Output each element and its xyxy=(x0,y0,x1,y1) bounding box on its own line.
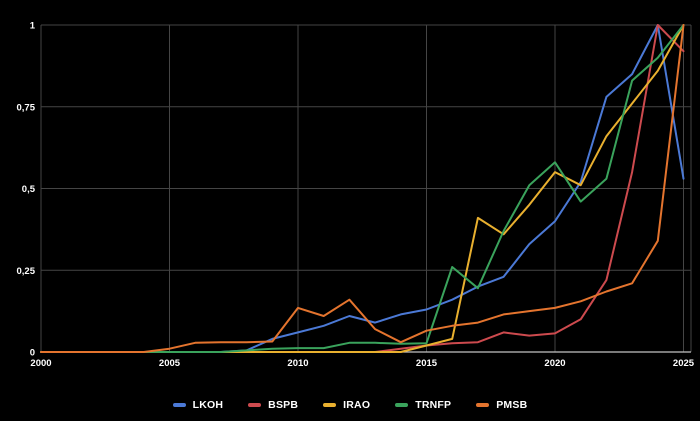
gridlines xyxy=(40,24,692,352)
legend-item-TRNFP[interactable]: TRNFP xyxy=(395,399,451,411)
legend-label: TRNFP xyxy=(415,399,452,411)
y-tick-label: 1 xyxy=(30,21,36,32)
x-tick-label: 2025 xyxy=(673,358,695,369)
legend-label: LKOH xyxy=(192,399,224,411)
legend-item-IRAO[interactable]: IRAO xyxy=(323,399,370,411)
legend-label: PMSB xyxy=(496,399,528,411)
y-tick-label: 0,75 xyxy=(17,102,36,113)
series-line-PMSB xyxy=(40,24,685,353)
x-tick-label: 2010 xyxy=(287,358,308,369)
legend-item-BSPB[interactable]: BSPB xyxy=(248,399,298,411)
legend: LKOH BSPB IRAO TRNFP PMSB xyxy=(0,395,700,415)
legend-item-PMSB[interactable]: PMSB xyxy=(476,399,527,411)
x-tick-label: 2000 xyxy=(30,358,51,369)
x-tick-label: 2015 xyxy=(416,358,438,369)
x-axis-tick-labels: 2000 2005 2010 2015 2020 2025 xyxy=(30,358,694,369)
y-tick-label: 0,25 xyxy=(17,266,36,277)
legend-item-LKOH[interactable]: LKOH xyxy=(172,399,224,411)
legend-swatch-icon xyxy=(248,403,262,407)
legend-label: BSPB xyxy=(268,399,299,411)
x-tick-label: 2020 xyxy=(544,358,565,369)
y-axis-tick-labels: 0 0,25 0,5 0,75 1 xyxy=(17,21,36,359)
line-chart-canvas: 0 0,25 0,5 0,75 1 2000 2005 2010 2015 2020 2025 xyxy=(17,21,695,370)
legend-swatch-icon xyxy=(395,403,409,407)
legend-swatch-icon xyxy=(172,403,186,407)
legend-swatch-icon xyxy=(476,403,490,407)
x-tick-label: 2005 xyxy=(159,358,181,369)
y-tick-label: 0 xyxy=(30,348,35,359)
legend-swatch-icon xyxy=(323,403,337,407)
legend-label: IRAO xyxy=(343,399,371,411)
y-tick-label: 0,5 xyxy=(22,184,36,195)
